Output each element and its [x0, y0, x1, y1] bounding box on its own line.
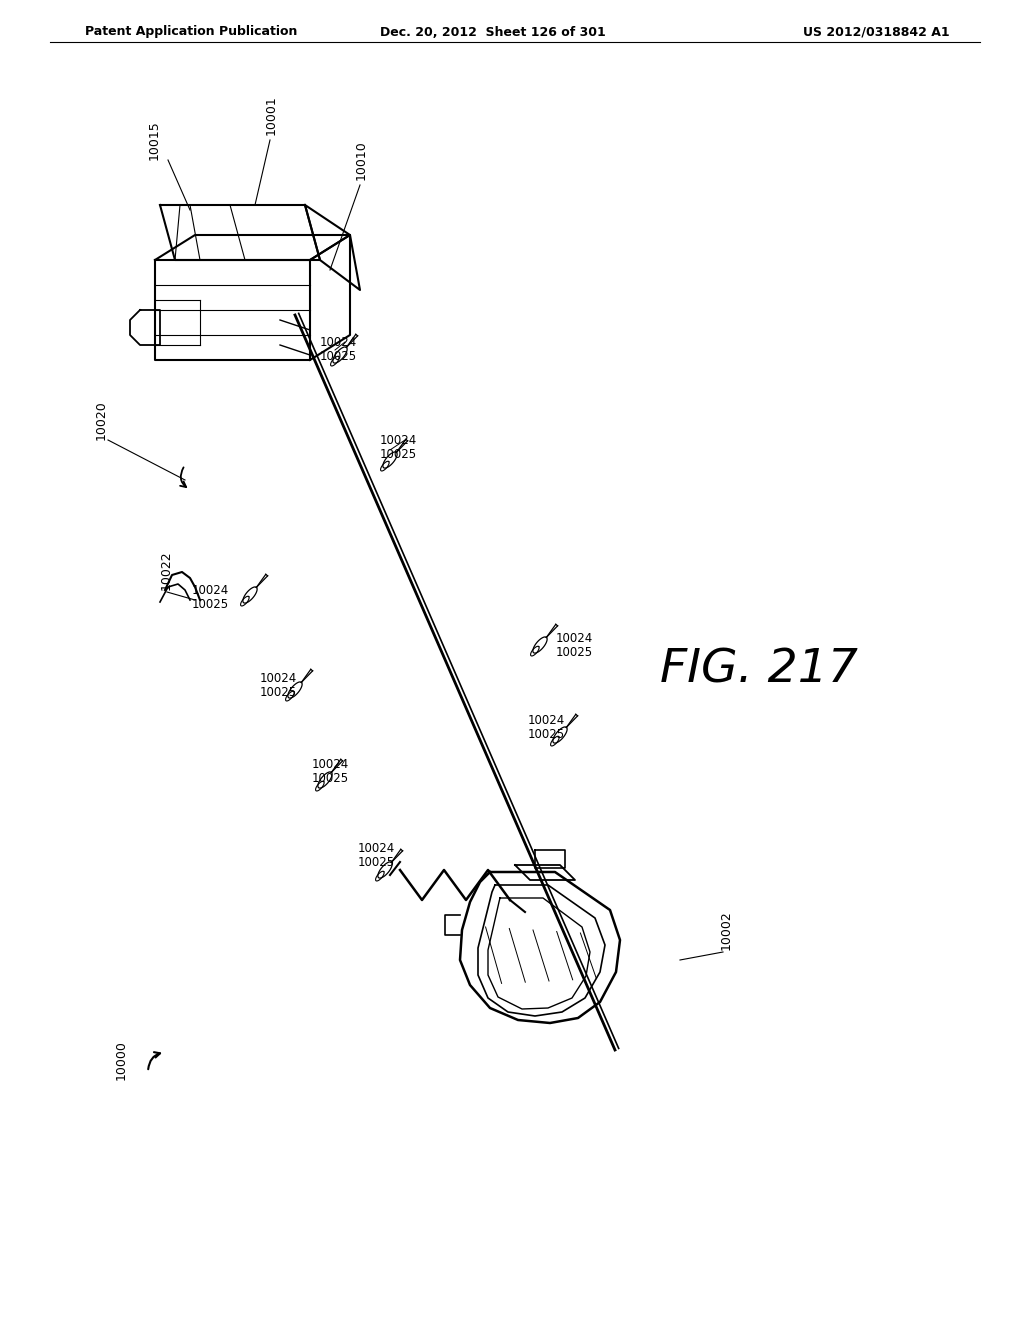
- Text: 10000: 10000: [115, 1040, 128, 1080]
- Text: 10025: 10025: [528, 729, 565, 742]
- Text: 10025: 10025: [193, 598, 229, 611]
- Text: 10025: 10025: [312, 772, 349, 785]
- Text: 10024: 10024: [260, 672, 297, 685]
- Text: 10024: 10024: [193, 583, 229, 597]
- Text: US 2012/0318842 A1: US 2012/0318842 A1: [804, 25, 950, 38]
- Text: 10024: 10024: [358, 842, 395, 854]
- Text: 10024: 10024: [319, 335, 357, 348]
- Text: 10022: 10022: [160, 550, 173, 590]
- Text: 10025: 10025: [358, 857, 395, 870]
- Text: 10002: 10002: [720, 911, 733, 950]
- Text: 10025: 10025: [260, 686, 297, 700]
- Text: 10001: 10001: [265, 95, 278, 135]
- Text: 10025: 10025: [556, 647, 593, 660]
- Text: 10024: 10024: [556, 631, 593, 644]
- Text: 10024: 10024: [312, 758, 349, 771]
- Text: 10024: 10024: [380, 433, 417, 446]
- Text: 10015: 10015: [148, 120, 161, 160]
- Text: 10010: 10010: [355, 140, 368, 180]
- Text: Dec. 20, 2012  Sheet 126 of 301: Dec. 20, 2012 Sheet 126 of 301: [380, 25, 606, 38]
- Text: 10020: 10020: [95, 400, 108, 440]
- Text: 10025: 10025: [380, 449, 417, 462]
- Text: 10024: 10024: [528, 714, 565, 726]
- Text: 10025: 10025: [319, 351, 357, 363]
- Text: FIG. 217: FIG. 217: [660, 648, 858, 693]
- Text: Patent Application Publication: Patent Application Publication: [85, 25, 297, 38]
